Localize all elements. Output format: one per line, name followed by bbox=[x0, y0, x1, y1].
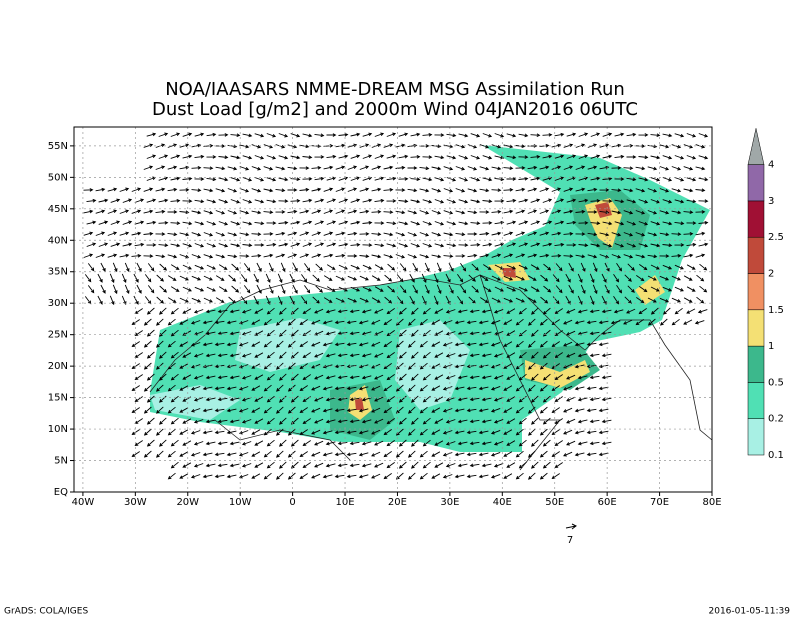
footer-left: GrADS: COLA/IGES bbox=[4, 607, 88, 617]
colorbar-segment bbox=[747, 200, 765, 238]
y-tick-label: EQ bbox=[54, 487, 68, 498]
colorbar-label: 2.5 bbox=[768, 232, 784, 243]
y-tick-label: 20N bbox=[48, 361, 68, 372]
colorbar-label: 1 bbox=[768, 341, 774, 352]
colorbar-over-triangle bbox=[747, 128, 765, 165]
footer-right: 2016-01-05-11:39 bbox=[709, 607, 791, 617]
colorbar-label: 4 bbox=[768, 160, 774, 171]
colorbar-segment bbox=[747, 418, 765, 456]
y-tick-label: 10N bbox=[48, 424, 68, 435]
coastline bbox=[479, 274, 713, 441]
y-tick-label: 55N bbox=[48, 141, 68, 152]
wind-arrows bbox=[83, 132, 709, 480]
dust-region-red bbox=[502, 268, 516, 278]
colorbar-segment bbox=[747, 164, 765, 202]
colorbar-label: 0.1 bbox=[768, 450, 784, 461]
x-tick-label: 30E bbox=[440, 497, 459, 508]
y-tick-label: 45N bbox=[48, 204, 68, 215]
x-tick-label: 0 bbox=[289, 497, 295, 508]
map-frame bbox=[73, 126, 713, 493]
x-tick-label: 50E bbox=[545, 497, 564, 508]
x-tick-label: 30W bbox=[124, 497, 147, 508]
x-tick-label: 20E bbox=[388, 497, 407, 508]
x-tick-label: 60E bbox=[598, 497, 617, 508]
y-tick-label: 5N bbox=[54, 456, 68, 467]
x-tick-label: 70E bbox=[650, 497, 669, 508]
colorbar-label: 0.5 bbox=[768, 377, 784, 388]
coastlines bbox=[149, 274, 713, 471]
y-tick-label: 25N bbox=[48, 330, 68, 341]
x-tick-label: 40W bbox=[72, 497, 95, 508]
x-tick-label: 20W bbox=[176, 497, 199, 508]
colorbar-label: 2 bbox=[768, 269, 774, 280]
colorbar-label: 3 bbox=[768, 196, 774, 207]
colorbar-segment bbox=[747, 382, 765, 419]
dust-region-yellow bbox=[635, 275, 665, 305]
y-tick-label: 35N bbox=[48, 267, 68, 278]
dust-region-red bbox=[355, 398, 364, 410]
x-tick-label: 80E bbox=[702, 497, 721, 508]
colorbar-segment bbox=[747, 273, 765, 311]
colorbar-label: 0.2 bbox=[768, 414, 784, 425]
colorbar-segment bbox=[747, 309, 765, 347]
dust-region-red bbox=[595, 202, 612, 218]
wind-reference-arrow bbox=[565, 523, 577, 530]
colorbar-segment bbox=[747, 236, 765, 274]
title-line-1: NOA/IAASARS NMME-DREAM MSG Assimilation … bbox=[165, 79, 625, 100]
x-tick-label: 40E bbox=[493, 497, 512, 508]
y-tick-label: 50N bbox=[48, 172, 68, 183]
y-tick-label: 15N bbox=[48, 393, 68, 404]
wind-vectors bbox=[83, 132, 709, 480]
x-tick-label: 10E bbox=[336, 497, 355, 508]
colorbar-label: 1.5 bbox=[768, 305, 784, 316]
title-line-2: Dust Load [g/m2] and 2000m Wind 04JAN201… bbox=[152, 99, 638, 120]
colorbar-segment bbox=[747, 345, 765, 383]
wind-reference-label: 7 bbox=[567, 535, 573, 546]
y-tick-label: 40N bbox=[48, 235, 68, 246]
y-tick-label: 30N bbox=[48, 298, 68, 309]
coastline bbox=[149, 274, 561, 471]
x-tick-label: 10W bbox=[229, 497, 252, 508]
